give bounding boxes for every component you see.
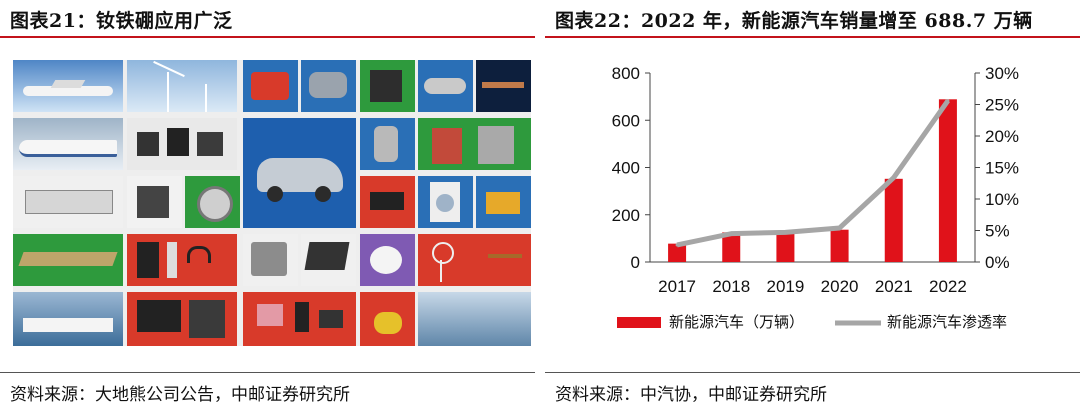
- legend-line-label: 新能源汽车渗透率: [887, 313, 1007, 331]
- left-title-rule: [0, 36, 535, 38]
- x-tick-label-2020: 2020: [821, 277, 859, 296]
- nev-sales-chart: 0 200 400 600 800 0% 5% 10% 15% 20% 25% 30% 2017 2018…: [612, 64, 1019, 331]
- textile-machine-photo: [127, 176, 182, 228]
- right-figure-panel: 图表22：2022 年，新能源汽车销量增至 688.7 万辆 0 200 400 60…: [545, 0, 1080, 420]
- generator-photo: [243, 60, 298, 112]
- left-figure-source: 资料来源：大地熊公司公告，中邮证券研究所: [10, 385, 350, 405]
- legend-bar-swatch: [617, 317, 661, 328]
- left-y-tick-label: 0: [631, 253, 640, 272]
- left-figure-title: 图表21：钕铁硼应用广泛: [10, 10, 233, 32]
- line-point-2022: [946, 99, 950, 103]
- application-photo-collage: [13, 60, 531, 346]
- right-title-rule: [545, 36, 1080, 38]
- left-y-tick-label: 800: [612, 64, 640, 83]
- lifting-magnet-photo: [476, 176, 531, 228]
- electronic-device-photo: [360, 176, 415, 228]
- vacuum-cleaner-photo: [360, 292, 415, 346]
- mobile-devices-photo: [243, 292, 356, 346]
- penetration-rate-line: [676, 99, 950, 248]
- cruise-ship-photo: [13, 292, 123, 346]
- left-y-tick-label: 600: [612, 111, 640, 130]
- space-station-photo: [476, 60, 531, 112]
- x-tick-label-2022: 2022: [929, 277, 967, 296]
- starter-motor-photo: [360, 118, 415, 170]
- flat-panel-tv-photo: [127, 292, 237, 346]
- automotive-diagram-photo: [243, 118, 356, 228]
- wind-turbine-photo: [127, 60, 237, 112]
- x-tick-label-2017: 2017: [658, 277, 696, 296]
- x-tick-label-2019: 2019: [767, 277, 805, 296]
- bar-2021: [884, 178, 903, 262]
- left-y-tick-label: 200: [612, 206, 640, 225]
- bar-2018: [722, 232, 741, 262]
- right-source-rule: [545, 372, 1080, 373]
- line-point-2020: [838, 226, 842, 230]
- right-y-tick-label: 0%: [985, 253, 1010, 272]
- right-y-tick-label: 30%: [985, 64, 1019, 83]
- rotor-photo: [185, 176, 240, 228]
- car-chassis-photo: [418, 60, 473, 112]
- line-point-2018: [729, 232, 733, 236]
- electric-fan-photo: [418, 234, 531, 286]
- airplane-photo: [13, 60, 123, 112]
- bar-2022: [938, 99, 957, 263]
- x-tick-label-2018: 2018: [712, 277, 750, 296]
- servo-motor-photo: [360, 60, 415, 112]
- right-y-tick-label: 5%: [985, 222, 1010, 241]
- ocean-photo: [418, 292, 531, 346]
- speakers-headphones-photo: [127, 234, 237, 286]
- x-tick-label-2021: 2021: [875, 277, 913, 296]
- stepper-motors-photo: [127, 118, 237, 170]
- right-figure-title: 图表22：2022 年，新能源汽车销量增至 688.7 万辆: [555, 10, 1033, 32]
- left-figure-panel: 图表21：钕铁硼应用广泛: [0, 0, 535, 420]
- bar-2020: [830, 229, 849, 262]
- line-point-2021: [892, 176, 896, 180]
- hard-disk-photo: [243, 234, 298, 286]
- industrial-robot-photo: [418, 118, 531, 170]
- line-point-2017: [675, 243, 679, 247]
- maglev-train-photo: [13, 118, 123, 170]
- right-figure-source: 资料来源：中汽协，中邮证券研究所: [555, 385, 827, 405]
- bar-2019: [776, 233, 795, 262]
- motor-photo: [301, 60, 356, 112]
- line-point-2019: [783, 230, 787, 234]
- linear-motor-photo: [13, 234, 123, 286]
- dvd-player-photo: [360, 234, 415, 286]
- cnc-machine-photo: [13, 176, 123, 228]
- laptop-photo: [301, 234, 356, 286]
- bar-2017: [668, 243, 687, 262]
- right-y-tick-label: 15%: [985, 159, 1019, 178]
- right-y-tick-label: 20%: [985, 127, 1019, 146]
- left-y-tick-label: 400: [612, 159, 640, 178]
- right-y-tick-label: 25%: [985, 96, 1019, 115]
- right-y-tick-label: 10%: [985, 190, 1019, 209]
- left-source-rule: [0, 372, 535, 373]
- washing-machine-photo: [418, 176, 473, 228]
- legend-bar-label: 新能源汽车（万辆）: [669, 313, 804, 331]
